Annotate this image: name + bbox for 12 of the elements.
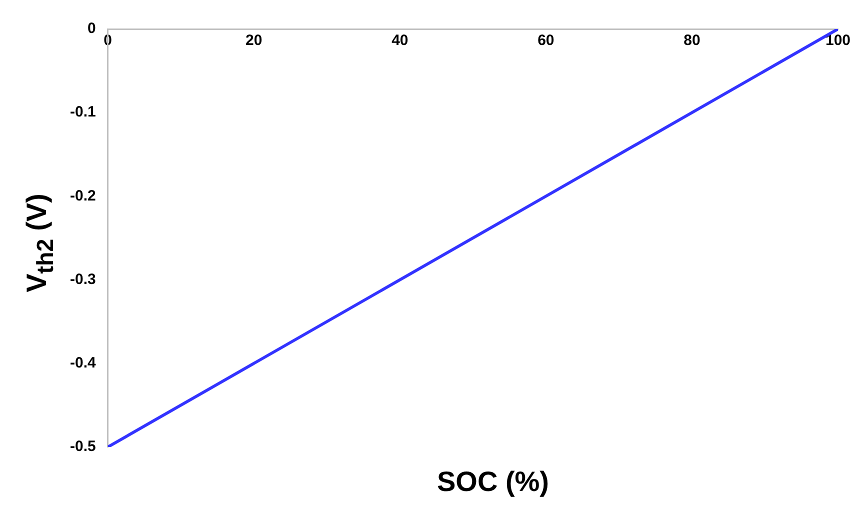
x-tick-label: 40 bbox=[392, 32, 408, 50]
y-tick-label: -0.2 bbox=[70, 187, 96, 204]
x-tick-label: 20 bbox=[246, 32, 262, 50]
y-tick-label: -0.5 bbox=[70, 438, 96, 456]
x-axis-title: SOC (%) bbox=[437, 466, 549, 498]
x-tick-label: 80 bbox=[684, 32, 700, 50]
x-tick-label: 100 bbox=[825, 32, 851, 50]
y-tick-label: -0.1 bbox=[70, 104, 96, 121]
y-tick-label: -0.3 bbox=[70, 270, 96, 288]
x-tick-label: 60 bbox=[538, 32, 554, 50]
y-tick-label: -0.4 bbox=[70, 354, 96, 372]
y-tick-label: 0 bbox=[88, 20, 96, 38]
